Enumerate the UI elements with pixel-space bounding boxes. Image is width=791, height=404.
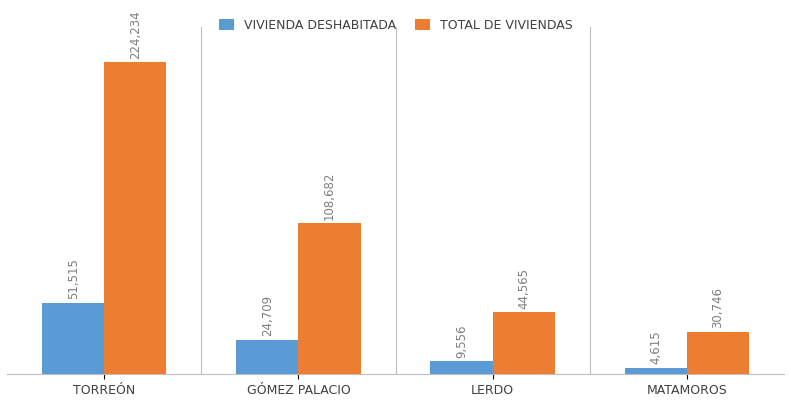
Legend: VIVIENDA DESHABITADA, TOTAL DE VIVIENDAS: VIVIENDA DESHABITADA, TOTAL DE VIVIENDAS (218, 19, 573, 32)
Bar (298, 223, 361, 375)
Text: 9,556: 9,556 (455, 324, 468, 358)
Bar (42, 303, 104, 375)
Text: 30,746: 30,746 (711, 287, 725, 328)
Text: 24,709: 24,709 (261, 295, 274, 337)
Text: 4,615: 4,615 (649, 331, 662, 364)
Text: 108,682: 108,682 (323, 171, 336, 220)
Bar (104, 63, 166, 375)
Text: 44,565: 44,565 (517, 268, 530, 309)
Text: 224,234: 224,234 (129, 11, 142, 59)
Text: 51,515: 51,515 (66, 258, 80, 299)
Bar (625, 368, 687, 375)
Bar (237, 340, 298, 375)
Bar (430, 361, 493, 375)
Bar (687, 332, 749, 375)
Bar (493, 312, 554, 375)
